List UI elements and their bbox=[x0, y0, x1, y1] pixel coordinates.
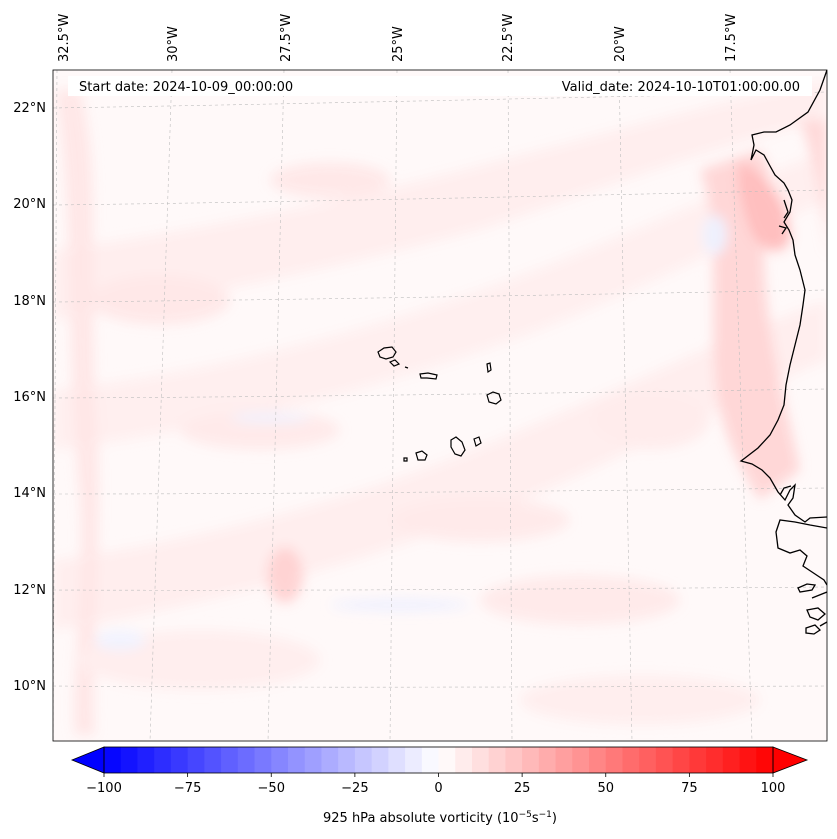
colorbar-segment bbox=[672, 747, 690, 773]
colorbar-segment bbox=[187, 747, 205, 773]
colorbar-label: 925 hPa absolute vorticity (10−5s−1) bbox=[323, 810, 557, 826]
colorbar: −100 −75 −50 −25 0 25 50 75 100 925 hPa absolute… bbox=[70, 746, 809, 826]
lon-tick-17-5w: 17.5°W bbox=[724, 14, 739, 62]
lat-tick-16n: 16°N bbox=[13, 390, 46, 405]
colorbar-segment bbox=[287, 747, 306, 773]
colorbar-segment bbox=[739, 747, 757, 773]
colorbar-tick-label: −25 bbox=[341, 781, 368, 796]
colorbar-segment bbox=[639, 747, 657, 773]
colorbar-segment bbox=[471, 747, 490, 773]
colorbar-segment bbox=[605, 747, 624, 773]
colorbar-segment bbox=[137, 747, 155, 773]
colorbar-segment bbox=[538, 747, 557, 773]
lon-tick-22-5w: 22.5°W bbox=[501, 14, 516, 62]
colorbar-tick-label: −75 bbox=[174, 781, 201, 796]
colorbar-segment bbox=[555, 747, 573, 773]
colorbar-segments bbox=[104, 747, 774, 773]
colorbar-ticks: −100 −75 −50 −25 0 25 50 75 100 bbox=[86, 773, 785, 796]
colorbar-segment bbox=[371, 747, 389, 773]
lon-tick-27-5w: 27.5°W bbox=[279, 14, 294, 62]
colorbar-segment bbox=[388, 747, 406, 773]
colorbar-segment bbox=[271, 747, 289, 773]
colorbar-segment bbox=[421, 747, 440, 773]
colorbar-tick-label: 25 bbox=[514, 781, 531, 796]
colorbar-high-extend bbox=[772, 746, 809, 774]
map-frame bbox=[52, 69, 828, 742]
colorbar-tick-label: −50 bbox=[258, 781, 285, 796]
colorbar-low-extend bbox=[70, 746, 105, 774]
colorbar-tick-label: 0 bbox=[434, 781, 442, 796]
lat-tick-14n: 14°N bbox=[13, 486, 46, 501]
lat-tick-12n: 12°N bbox=[13, 583, 46, 598]
lon-tick-25w: 25°W bbox=[391, 26, 406, 62]
colorbar-segment bbox=[589, 747, 607, 773]
colorbar-segment bbox=[488, 747, 507, 773]
colorbar-segment bbox=[104, 747, 122, 773]
lon-tick-30w: 30°W bbox=[166, 26, 181, 62]
graticule bbox=[53, 70, 827, 741]
lat-tick-22n: 22°N bbox=[13, 101, 46, 116]
colorbar-segment bbox=[254, 747, 272, 773]
vorticity-field bbox=[53, 80, 827, 735]
lat-tick-18n: 18°N bbox=[13, 294, 46, 309]
colorbar-tick-label: 50 bbox=[597, 781, 614, 796]
colorbar-segment bbox=[204, 747, 222, 773]
colorbar-segment bbox=[338, 747, 356, 773]
colorbar-segment bbox=[572, 747, 590, 773]
colorbar-segment bbox=[455, 747, 473, 773]
colorbar-segment bbox=[689, 747, 707, 773]
cabo-verde-islands bbox=[377, 346, 502, 462]
colorbar-segment bbox=[237, 747, 256, 773]
colorbar-segment bbox=[505, 747, 523, 773]
colorbar-segment bbox=[522, 747, 540, 773]
latitude-ticks: 22°N 20°N 18°N 16°N 14°N 12°N 10°N bbox=[13, 101, 46, 694]
colorbar-segment bbox=[722, 747, 741, 773]
colorbar-segment bbox=[321, 747, 339, 773]
lon-tick-20w: 20°W bbox=[613, 26, 628, 62]
colorbar-segment bbox=[706, 747, 724, 773]
start-date-label: Start date: 2024-10-09_00:00:00 bbox=[79, 80, 293, 95]
lon-tick-32-5w: 32.5°W bbox=[57, 14, 72, 62]
info-strip bbox=[68, 76, 812, 96]
colorbar-segment bbox=[622, 747, 640, 773]
map-area[interactable]: Start date: 2024-10-09_00:00:00 Valid_da… bbox=[53, 70, 827, 741]
colorbar-segment bbox=[655, 747, 674, 773]
lat-tick-10n: 10°N bbox=[13, 679, 46, 694]
colorbar-segment bbox=[221, 747, 239, 773]
colorbar-segment bbox=[304, 747, 323, 773]
colorbar-tick-label: 100 bbox=[761, 781, 786, 796]
colorbar-tick-label: 75 bbox=[681, 781, 698, 796]
colorbar-segment bbox=[120, 747, 139, 773]
colorbar-segment bbox=[756, 747, 774, 773]
valid-date-label: Valid_date: 2024-10-10T01:00:00.00 bbox=[562, 80, 800, 95]
colorbar-segment bbox=[354, 747, 373, 773]
colorbar-segment bbox=[170, 747, 189, 773]
colorbar-segment bbox=[405, 747, 423, 773]
longitude-ticks: 32.5°W 30°W 27.5°W 25°W 22.5°W 20°W 17.5… bbox=[57, 14, 739, 62]
colorbar-segment bbox=[154, 747, 172, 773]
african-coastline bbox=[739, 70, 827, 635]
colorbar-segment bbox=[438, 747, 456, 773]
lat-tick-20n: 20°N bbox=[13, 197, 46, 212]
colorbar-tick-label: −100 bbox=[86, 781, 122, 796]
